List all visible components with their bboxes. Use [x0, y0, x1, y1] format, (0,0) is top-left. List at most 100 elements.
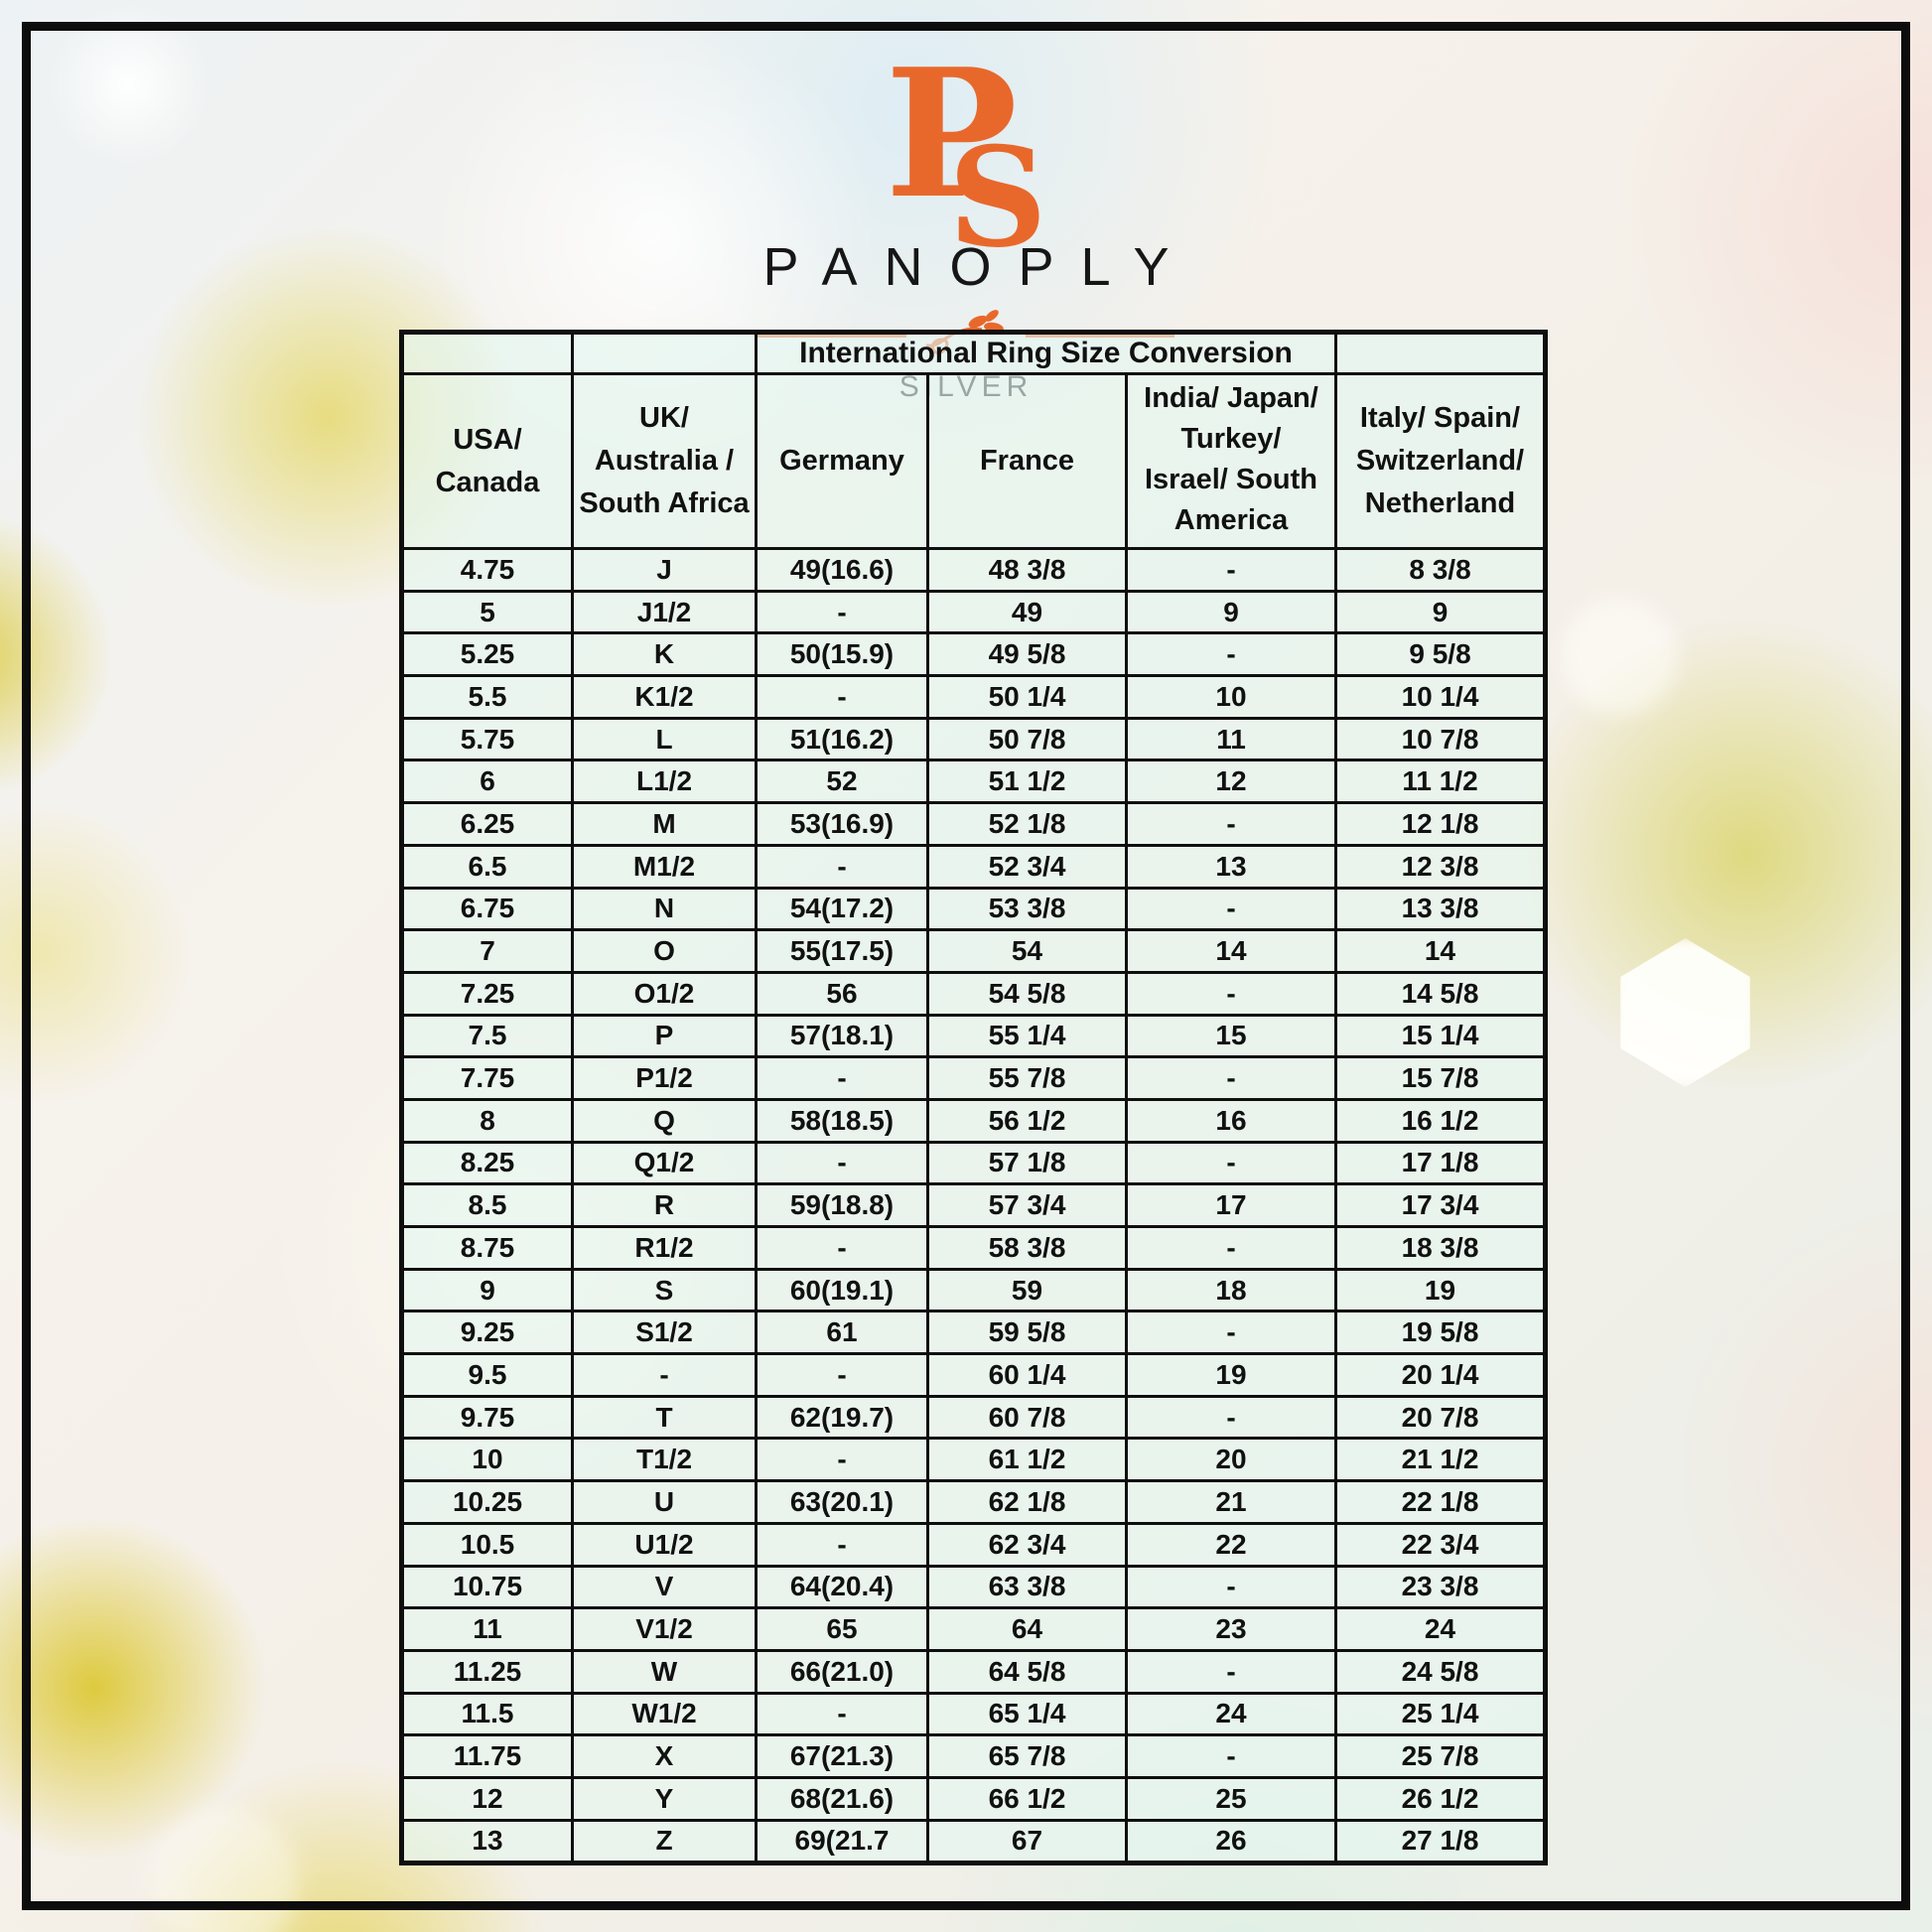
- table-row: 5.25 K 50(15.9) 49 5/8-9 5/8: [400, 631, 1547, 678]
- table-cell: 12 3/8: [1334, 843, 1547, 890]
- table-cell: -: [755, 589, 929, 635]
- table-cell: N: [571, 886, 758, 932]
- table-cell: 24: [1334, 1606, 1547, 1652]
- table-cell: 25: [1125, 1775, 1337, 1822]
- table-cell: 9.75: [400, 1394, 574, 1441]
- table-cell: -: [1125, 547, 1337, 593]
- table-cell: 57 3/4: [926, 1182, 1128, 1228]
- table-cell: L: [571, 716, 758, 762]
- column-header: USA/ Canada: [400, 372, 574, 550]
- table-cell: 55(17.5): [755, 928, 929, 974]
- table-cell: 11 1/2: [1334, 759, 1547, 805]
- table-cell: O: [571, 928, 758, 974]
- table-cell: 10.25: [400, 1479, 574, 1525]
- table-cell: M: [571, 801, 758, 847]
- empty-cell: [1334, 331, 1547, 375]
- table-cell: 24 5/8: [1334, 1648, 1547, 1695]
- table-cell: 56: [755, 970, 929, 1017]
- table-cell: 11.75: [400, 1733, 574, 1779]
- table-cell: 59(18.8): [755, 1182, 929, 1228]
- table-row: 9.25 S1/2 61 59 5/8-19 5/8: [400, 1310, 1547, 1356]
- table-cell: 64: [926, 1606, 1128, 1652]
- column-header-row: USA/ Canada UK/ Australia / South Africa G…: [400, 372, 1547, 550]
- table-cell: 57 1/8: [926, 1140, 1128, 1186]
- table-row: 10 T1/2-61 1/2 20 21 1/2: [400, 1437, 1547, 1483]
- table-cell: 14 5/8: [1334, 970, 1547, 1017]
- bokeh-light: [149, 1807, 298, 1932]
- table-cell: 52 3/4: [926, 843, 1128, 890]
- table-cell: K1/2: [571, 674, 758, 720]
- table-cell: 53 3/8: [926, 886, 1128, 932]
- table-row: 10.75 V 64(20.4) 63 3/8-23 3/8: [400, 1564, 1547, 1610]
- table-cell: 8 3/8: [1334, 547, 1547, 593]
- table-cell: 21 1/2: [1334, 1437, 1547, 1483]
- table-row: 7.75 P1/2-55 7/8-15 7/8: [400, 1055, 1547, 1101]
- table-cell: 64(20.4): [755, 1564, 929, 1610]
- table-cell: 9.25: [400, 1310, 574, 1356]
- table-cell: 48 3/8: [926, 547, 1128, 593]
- table-cell: -: [755, 1055, 929, 1101]
- table-cell: R1/2: [571, 1225, 758, 1271]
- table-cell: Q: [571, 1097, 758, 1144]
- table-cell: S1/2: [571, 1310, 758, 1356]
- table-cell: 7.5: [400, 1013, 574, 1059]
- table-cell: 55 1/4: [926, 1013, 1128, 1059]
- column-header: Italy/ Spain/ Switzerland/ Netherland: [1334, 372, 1547, 550]
- table-row: 8.5 R 59(18.8) 57 3/4 17 17 3/4: [400, 1182, 1547, 1228]
- border-frame: [22, 22, 1910, 1910]
- table-cell: 10.5: [400, 1521, 574, 1568]
- table-cell: J1/2: [571, 589, 758, 635]
- table-cell: 60 7/8: [926, 1394, 1128, 1441]
- table-cell: 20 7/8: [1334, 1394, 1547, 1441]
- table-cell: U1/2: [571, 1521, 758, 1568]
- table-cell: 53(16.9): [755, 801, 929, 847]
- table-cell: 21: [1125, 1479, 1337, 1525]
- table-row: 11.5 W1/2-65 1/4 24 25 1/4: [400, 1691, 1547, 1737]
- table-row: 7.5 P 57(18.1) 55 1/4 15 15 1/4: [400, 1013, 1547, 1059]
- table-cell: 60(19.1): [755, 1267, 929, 1313]
- table-row: 9.5- -60 1/4 19 20 1/4: [400, 1352, 1547, 1398]
- table-cell: -: [1125, 1310, 1337, 1356]
- table-cell: 6.75: [400, 886, 574, 932]
- table-cell: 23: [1125, 1606, 1337, 1652]
- table-cell: 50 7/8: [926, 716, 1128, 762]
- table-cell: 57(18.1): [755, 1013, 929, 1059]
- table-cell: 8.5: [400, 1182, 574, 1228]
- empty-cell: [571, 331, 758, 375]
- table-cell: -: [1125, 1648, 1337, 1695]
- table-cell: 54(17.2): [755, 886, 929, 932]
- table-cell: 14: [1334, 928, 1547, 974]
- table-cell: 18: [1125, 1267, 1337, 1313]
- table-cell: 22 1/8: [1334, 1479, 1547, 1525]
- table-cell: 11.25: [400, 1648, 574, 1695]
- table-cell: 24: [1125, 1691, 1337, 1737]
- table-cell: 58(18.5): [755, 1097, 929, 1144]
- table-cell: 65 1/4: [926, 1691, 1128, 1737]
- table-cell: 9 5/8: [1334, 631, 1547, 678]
- table-row: 11.25 W 66(21.0) 64 5/8-24 5/8: [400, 1648, 1547, 1695]
- table-cell: 4.75: [400, 547, 574, 593]
- table-row: 5.5 K1/2-50 1/4 10 10 1/4: [400, 674, 1547, 720]
- table-cell: 13: [1125, 843, 1337, 890]
- table-row: 7 O 55(17.5) 54 14 14: [400, 928, 1547, 974]
- table-cell: 59: [926, 1267, 1128, 1313]
- table-cell: 6.25: [400, 801, 574, 847]
- table-cell: 7.25: [400, 970, 574, 1017]
- table-cell: -: [755, 1225, 929, 1271]
- table-cell: 8.75: [400, 1225, 574, 1271]
- table-cell: 65 7/8: [926, 1733, 1128, 1779]
- table-row: 8.75 R1/2-58 3/8-18 3/8: [400, 1225, 1547, 1271]
- table-cell: -: [755, 1437, 929, 1483]
- table-cell: 15 7/8: [1334, 1055, 1547, 1101]
- column-header: India/ Japan/ Turkey/ Israel/ South Amer…: [1125, 372, 1337, 550]
- table-cell: 65: [755, 1606, 929, 1652]
- table-cell: 20: [1125, 1437, 1337, 1483]
- table-cell: 49: [926, 589, 1128, 635]
- monogram-letter-s: S: [948, 116, 1047, 278]
- table-cell: 11.5: [400, 1691, 574, 1737]
- table-cell: L1/2: [571, 759, 758, 805]
- table-cell: -: [755, 1140, 929, 1186]
- table-cell: T: [571, 1394, 758, 1441]
- table-body: 4.75 J 49(16.6) 48 3/8-8 3/8 5 J1/2-49 9 9 5.25 K…: [400, 547, 1547, 1865]
- brand-monogram: PS: [0, 46, 1932, 266]
